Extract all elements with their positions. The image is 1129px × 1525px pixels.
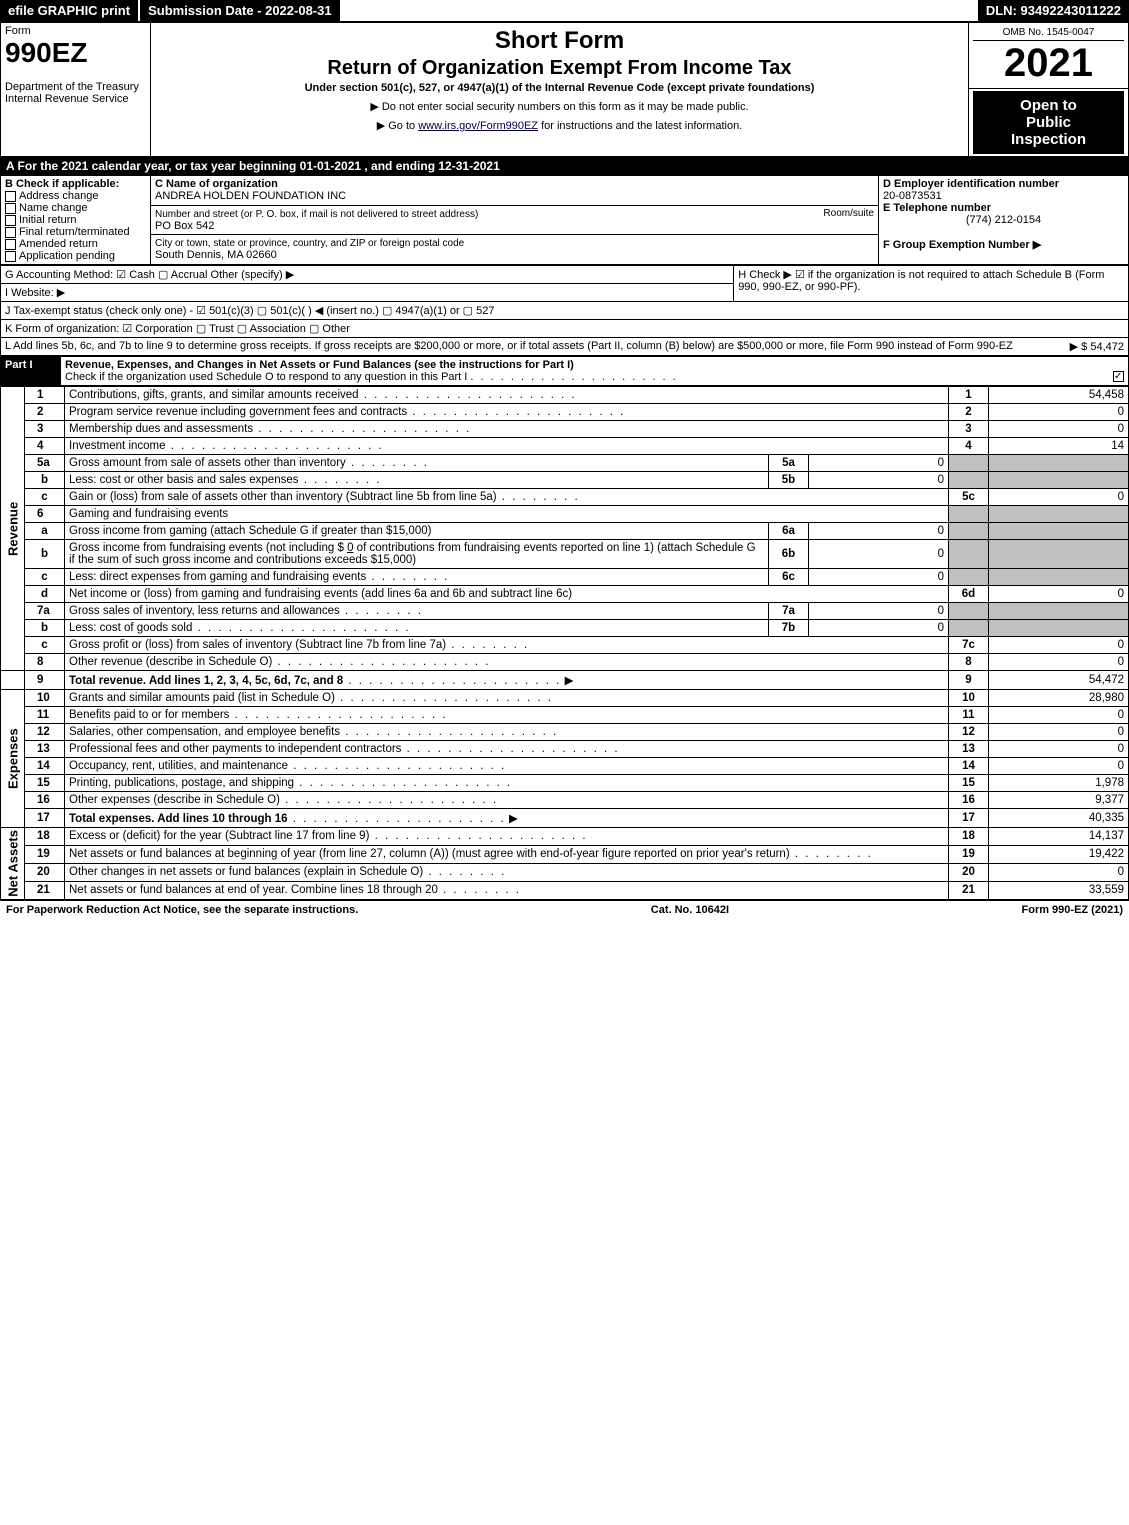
form-number: 990EZ [5, 37, 88, 68]
section-h: H Check ▶ ☑ if the organization is not r… [734, 266, 1129, 302]
line5b-amt: 0 [809, 472, 949, 489]
line7c-amt: 0 [989, 637, 1129, 654]
top-bar: efile GRAPHIC print Submission Date - 20… [0, 0, 1129, 22]
dept: Department of the Treasury Internal Reve… [5, 81, 139, 105]
gross-receipts: ▶ $ 54,472 [1070, 340, 1124, 353]
line18-amt: 14,137 [989, 828, 1129, 846]
form-header: Form 990EZ Department of the Treasury In… [0, 22, 1129, 157]
amended-checkbox[interactable] [5, 239, 16, 250]
line5a-amt: 0 [809, 455, 949, 472]
ssn-note: ▶ Do not enter social security numbers o… [155, 100, 964, 113]
subtitle: Under section 501(c), 527, or 4947(a)(1)… [155, 82, 964, 94]
line20-amt: 0 [989, 863, 1129, 881]
city-state-zip: South Dennis, MA 02660 [155, 249, 277, 261]
line15-amt: 1,978 [989, 775, 1129, 792]
form-word: Form [5, 25, 31, 37]
submission-date: Submission Date - 2022-08-31 [138, 0, 340, 21]
goto-note: ▶ Go to www.irs.gov/Form990EZ for instru… [155, 119, 964, 132]
open-public: Open to Public Inspection [973, 91, 1124, 154]
return-title: Return of Organization Exempt From Incom… [155, 57, 964, 80]
line21-amt: 33,559 [989, 881, 1129, 899]
line9-amt: 54,472 [989, 671, 1129, 690]
line4-amt: 14 [989, 438, 1129, 455]
line13-amt: 0 [989, 741, 1129, 758]
revenue-side-label: Revenue [1, 387, 25, 671]
tax-year: 2021 [973, 41, 1124, 86]
group-exemption: F Group Exemption Number ▶ [883, 239, 1041, 251]
line17-amt: 40,335 [989, 809, 1129, 828]
netassets-side-label: Net Assets [1, 828, 25, 900]
section-def: D Employer identification number 20-0873… [879, 176, 1129, 265]
ein: 20-0873531 [883, 190, 942, 202]
line7b-amt: 0 [809, 620, 949, 637]
expenses-side-label: Expenses [1, 690, 25, 828]
paperwork-notice: For Paperwork Reduction Act Notice, see … [6, 904, 358, 916]
form-id-cell: Form 990EZ Department of the Treasury In… [1, 23, 151, 157]
section-b: B Check if applicable: Address change Na… [1, 176, 151, 265]
line6d-amt: 0 [989, 586, 1129, 603]
info-block: B Check if applicable: Address change Na… [0, 175, 1129, 265]
line-a: A For the 2021 calendar year, or tax yea… [0, 157, 1129, 175]
line8-amt: 0 [989, 654, 1129, 671]
irs-link[interactable]: www.irs.gov/Form990EZ [418, 120, 538, 132]
omb-number: OMB No. 1545-0047 [973, 25, 1124, 41]
line6c-amt: 0 [809, 569, 949, 586]
efile-label[interactable]: efile GRAPHIC print [0, 0, 138, 21]
section-k: K Form of organization: ☑ Corporation ▢ … [1, 320, 1129, 338]
ghijkl-block: G Accounting Method: ☑ Cash ▢ Accrual Ot… [0, 265, 1129, 356]
line5c-amt: 0 [989, 489, 1129, 506]
line16-amt: 9,377 [989, 792, 1129, 809]
form-ref: Form 990-EZ (2021) [1022, 904, 1123, 916]
section-c-addr: Number and street (or P. O. box, if mail… [151, 205, 879, 235]
section-g: G Accounting Method: ☑ Cash ▢ Accrual Ot… [1, 266, 734, 284]
final-return-checkbox[interactable] [5, 227, 16, 238]
line2-amt: 0 [989, 404, 1129, 421]
line11-amt: 0 [989, 707, 1129, 724]
line6b-amt: 0 [809, 540, 949, 569]
page-footer: For Paperwork Reduction Act Notice, see … [0, 900, 1129, 919]
section-i: I Website: ▶ [1, 284, 734, 302]
cat-no: Cat. No. 10642I [651, 904, 729, 916]
address: PO Box 542 [155, 220, 214, 232]
part1-header: Part I Revenue, Expenses, and Changes in… [0, 356, 1129, 386]
b-label: B Check if applicable: [5, 178, 119, 190]
section-j: J Tax-exempt status (check only one) - ☑… [1, 302, 1129, 320]
section-c-name: C Name of organization ANDREA HOLDEN FOU… [151, 176, 879, 206]
line6a-amt: 0 [809, 523, 949, 540]
phone: (774) 212-0154 [883, 214, 1124, 226]
initial-return-checkbox[interactable] [5, 215, 16, 226]
section-l: L Add lines 5b, 6c, and 7b to line 9 to … [1, 338, 1129, 356]
schedule-o-checkbox[interactable] [1113, 371, 1124, 382]
line3-amt: 0 [989, 421, 1129, 438]
addr-change-checkbox[interactable] [5, 191, 16, 202]
form-title-cell: Short Form Return of Organization Exempt… [151, 23, 969, 157]
org-name: ANDREA HOLDEN FOUNDATION INC [155, 190, 346, 202]
line1-amt: 54,458 [989, 387, 1129, 404]
line10-amt: 28,980 [989, 690, 1129, 707]
omb-year-cell: OMB No. 1545-0047 2021 [969, 23, 1129, 89]
app-pending-checkbox[interactable] [5, 251, 16, 262]
part1-heading: Revenue, Expenses, and Changes in Net As… [61, 357, 1129, 386]
line7a-amt: 0 [809, 603, 949, 620]
open-public-cell: Open to Public Inspection [969, 89, 1129, 157]
line14-amt: 0 [989, 758, 1129, 775]
line19-amt: 19,422 [989, 845, 1129, 863]
part1-label: Part I [1, 357, 61, 386]
section-c-city: City or town, state or province, country… [151, 235, 879, 265]
short-form-title: Short Form [155, 27, 964, 55]
dln: DLN: 93492243011222 [978, 0, 1129, 21]
main-financial-table: Revenue 1 Contributions, gifts, grants, … [0, 386, 1129, 900]
line12-amt: 0 [989, 724, 1129, 741]
name-change-checkbox[interactable] [5, 203, 16, 214]
